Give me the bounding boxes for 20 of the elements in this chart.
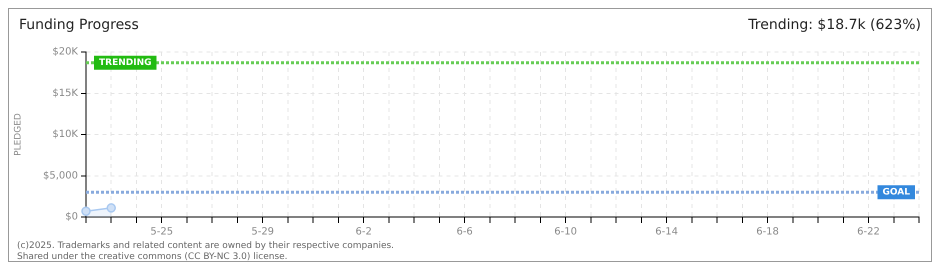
chart-title: Funding Progress (19, 17, 139, 35)
ref-line-label: TRENDING (99, 58, 152, 68)
x-tick-label: 6-2 (355, 226, 372, 238)
y-tick-label: $0 (65, 212, 78, 223)
chart-subtitle: Trending: $18.7k (623%) (748, 17, 921, 35)
text: (c)2025. Trademarks and related content are owned by their respective companies. (17, 241, 396, 252)
y-axis-title: PLEDGED (14, 113, 24, 156)
x-tick-label: 6-14 (655, 226, 678, 238)
x-tick-label: 5-25 (150, 226, 174, 238)
ref-line-label: GOAL (882, 188, 910, 198)
x-tick-label: 6-22 (857, 226, 880, 238)
y-tick-label: $10K (52, 129, 78, 140)
x-tick-label: 6-6 (456, 226, 473, 238)
text: Shared under the creative commons (CC BY-NC 3.0) license. (17, 252, 289, 263)
x-tick-label: 5-29 (251, 226, 274, 238)
y-tick-label: $15K (52, 88, 78, 99)
x-tick-label: 6-18 (756, 226, 779, 238)
y-tick-label: $5,000 (43, 170, 78, 182)
y-tick-label: $20K (52, 46, 78, 58)
x-tick-label: 6-10 (554, 226, 577, 238)
